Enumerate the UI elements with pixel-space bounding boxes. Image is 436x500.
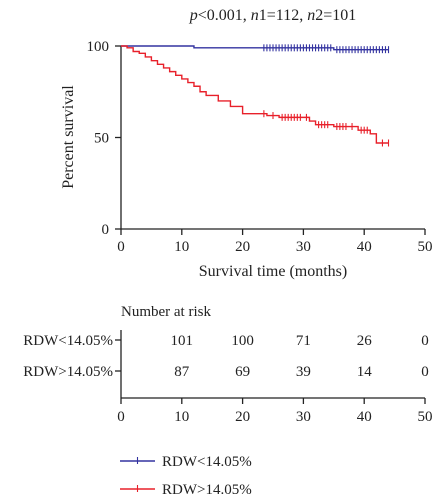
risk-x-tick-label: 0 <box>117 409 125 425</box>
risk-cell: 14 <box>357 364 373 380</box>
risk-row-label: RDW<14.05% <box>23 333 113 349</box>
risk-x-tick-label: 50 <box>418 409 433 425</box>
risk-x-tick-label: 10 <box>174 409 189 425</box>
number-at-risk-table: Number at risk RDW<14.05% 101 100 71 26 0RDW>… <box>23 304 432 425</box>
legend-item: RDW<14.05% <box>120 454 252 470</box>
survival-curve <box>121 45 389 144</box>
risk-x-ticks: 0 10 20 30 40 50 <box>117 398 433 425</box>
title-part: p <box>189 7 198 24</box>
y-tick-label: 0 <box>102 222 110 238</box>
legend-item: RDW>14.05% <box>120 482 252 498</box>
y-axis-label: Percent survival <box>60 85 77 189</box>
risk-x-tick-label: 30 <box>296 409 311 425</box>
legend: RDW<14.05% RDW>14.05% <box>120 454 252 498</box>
x-tick-label: 50 <box>418 239 433 255</box>
series-high-rdw <box>121 45 390 147</box>
risk-cell: 0 <box>421 364 429 380</box>
x-tick-label: 20 <box>235 239 250 255</box>
legend-label: RDW<14.05% <box>162 454 252 470</box>
title-part: <0.001, <box>198 7 251 24</box>
y-ticks: 0 50 100 <box>87 39 121 238</box>
risk-cell: 26 <box>357 333 373 349</box>
risk-table-title: Number at risk <box>121 304 211 320</box>
y-tick-label: 50 <box>94 131 109 147</box>
survival-curves <box>121 44 390 147</box>
chart-title: p<0.001, n1=112, n2=101 <box>189 7 357 24</box>
x-ticks: 0 10 20 30 40 50 <box>117 229 433 255</box>
title-part: 2=101 <box>315 7 356 24</box>
risk-cell: 100 <box>231 333 254 349</box>
risk-cell: 69 <box>235 364 250 380</box>
risk-x-tick-label: 20 <box>235 409 250 425</box>
series-low-rdw <box>121 44 390 54</box>
risk-cell: 0 <box>421 333 429 349</box>
risk-x-tick-label: 40 <box>357 409 372 425</box>
y-tick-label: 100 <box>87 39 110 55</box>
risk-cell: 39 <box>296 364 311 380</box>
x-axis-label: Survival time (months) <box>199 263 347 280</box>
title-part: n <box>251 7 259 24</box>
x-tick-label: 40 <box>357 239 372 255</box>
risk-row-label: RDW>14.05% <box>23 364 113 380</box>
legend-label: RDW>14.05% <box>162 482 252 498</box>
x-tick-label: 0 <box>117 239 125 255</box>
x-tick-label: 30 <box>296 239 311 255</box>
risk-cell: 101 <box>171 333 194 349</box>
risk-rows: RDW<14.05% 101 100 71 26 0 RDW>14.05% 87 69 39 14 0 <box>23 333 428 380</box>
survival-plot: 0 50 100 0 10 20 30 40 50 Percent survival Surv… <box>60 39 433 280</box>
survival-curve <box>121 45 389 51</box>
x-tick-label: 10 <box>174 239 189 255</box>
title-part: 1=112, <box>259 7 307 24</box>
risk-cell: 87 <box>174 364 190 380</box>
risk-cell: 71 <box>296 333 311 349</box>
title-part: n <box>307 7 315 24</box>
